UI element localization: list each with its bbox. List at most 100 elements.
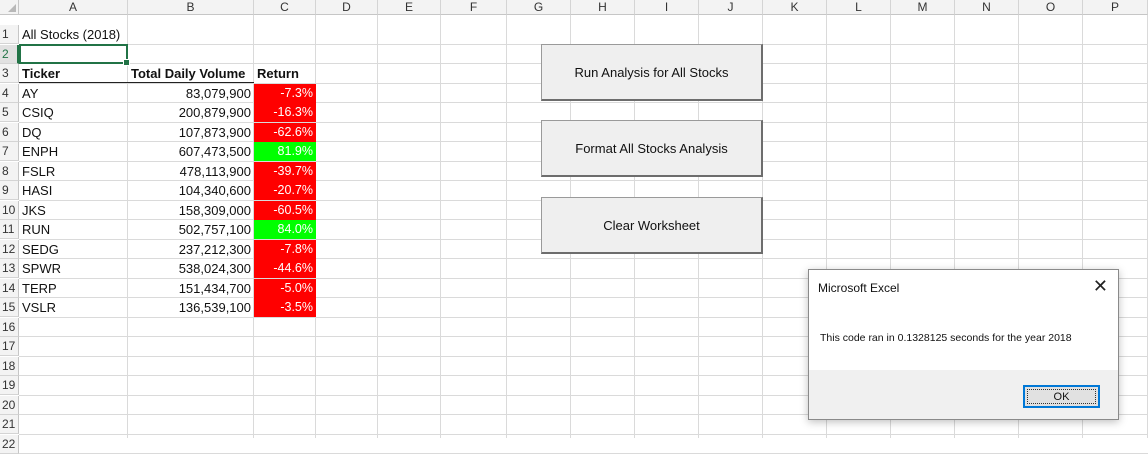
volume-cell[interactable]: 538,024,300 bbox=[178, 261, 251, 276]
close-icon[interactable]: ✕ bbox=[1092, 276, 1108, 296]
volume-cell[interactable]: 607,473,500 bbox=[178, 144, 251, 159]
sheet-title-cell[interactable]: All Stocks (2018) bbox=[22, 27, 121, 42]
row-header-1[interactable]: 1 bbox=[0, 25, 19, 44]
column-header-i[interactable]: I bbox=[635, 0, 699, 15]
header-return[interactable]: Return bbox=[257, 66, 299, 81]
column-header-m[interactable]: M bbox=[891, 0, 955, 15]
ticker-cell[interactable]: RUN bbox=[22, 222, 51, 237]
column-header-g[interactable]: G bbox=[507, 0, 571, 15]
ticker-cell[interactable]: AY bbox=[22, 86, 39, 101]
header-total-daily-volume[interactable]: Total Daily Volume bbox=[131, 66, 246, 81]
column-header-f[interactable]: F bbox=[441, 0, 507, 15]
return-cell[interactable]: -16.3% bbox=[254, 103, 316, 122]
ticker-cell[interactable]: VSLR bbox=[22, 300, 56, 315]
row-header-5[interactable]: 5 bbox=[0, 103, 19, 122]
row-header-3[interactable]: 3 bbox=[0, 64, 19, 83]
volume-cell[interactable]: 237,212,300 bbox=[178, 242, 251, 257]
row-header-9[interactable]: 9 bbox=[0, 181, 19, 200]
grid-row-line bbox=[19, 375, 1148, 376]
ticker-cell[interactable]: TERP bbox=[22, 281, 57, 296]
header-ticker[interactable]: Ticker bbox=[22, 66, 61, 81]
return-cell[interactable]: -60.5% bbox=[254, 201, 316, 220]
row-header-21[interactable]: 21 bbox=[0, 415, 19, 434]
ticker-cell[interactable]: HASI bbox=[22, 183, 53, 198]
volume-cell[interactable]: 83,079,900 bbox=[185, 86, 251, 101]
row-header-12[interactable]: 12 bbox=[0, 240, 19, 259]
row-header-20[interactable]: 20 bbox=[0, 396, 19, 415]
row-header-18[interactable]: 18 bbox=[0, 357, 19, 376]
column-header-h[interactable]: H bbox=[571, 0, 635, 15]
grid-column-line bbox=[890, 15, 891, 438]
row-header-16[interactable]: 16 bbox=[0, 318, 19, 337]
return-cell[interactable]: -44.6% bbox=[254, 259, 316, 278]
select-all-corner[interactable] bbox=[0, 0, 19, 15]
grid-column-line bbox=[1018, 15, 1019, 438]
row-header-14[interactable]: 14 bbox=[0, 279, 19, 298]
row-header-6[interactable]: 6 bbox=[0, 123, 19, 142]
grid-row-line bbox=[19, 317, 1148, 318]
message-dialog: Microsoft Excel ✕ This code ran in 0.132… bbox=[808, 269, 1119, 420]
return-cell[interactable]: -3.5% bbox=[254, 298, 316, 317]
grid-column-line bbox=[253, 15, 254, 438]
return-cell[interactable]: -7.3% bbox=[254, 84, 316, 103]
header-underline bbox=[19, 82, 254, 83]
column-header-k[interactable]: K bbox=[763, 0, 827, 15]
row-header-11[interactable]: 11 bbox=[0, 220, 19, 239]
volume-cell[interactable]: 478,113,900 bbox=[179, 164, 251, 179]
grid-row-line bbox=[19, 414, 1148, 415]
row-header-7[interactable]: 7 bbox=[0, 142, 19, 161]
return-cell[interactable]: -5.0% bbox=[254, 279, 316, 298]
row-header-15[interactable]: 15 bbox=[0, 298, 19, 317]
clear-worksheet-button[interactable]: Clear Worksheet bbox=[541, 197, 763, 254]
volume-cell[interactable]: 107,873,900 bbox=[178, 125, 251, 140]
volume-cell[interactable]: 151,434,700 bbox=[178, 281, 251, 296]
row-header-8[interactable]: 8 bbox=[0, 162, 19, 181]
grid-row-line bbox=[19, 434, 1148, 435]
column-header-b[interactable]: B bbox=[128, 0, 254, 15]
grid-row-line bbox=[19, 258, 1148, 259]
ticker-cell[interactable]: JKS bbox=[22, 203, 46, 218]
return-cell[interactable]: -20.7% bbox=[254, 181, 316, 200]
ticker-cell[interactable]: ENPH bbox=[22, 144, 59, 159]
column-header-o[interactable]: O bbox=[1019, 0, 1083, 15]
dialog-title: Microsoft Excel bbox=[818, 281, 900, 295]
return-cell[interactable]: 81.9% bbox=[254, 142, 316, 161]
return-cell[interactable]: -62.6% bbox=[254, 123, 316, 142]
row-header-17[interactable]: 17 bbox=[0, 337, 19, 356]
ticker-cell[interactable]: SPWR bbox=[22, 261, 61, 276]
column-header-n[interactable]: N bbox=[955, 0, 1019, 15]
volume-cell[interactable]: 104,340,600 bbox=[178, 183, 251, 198]
column-header-a[interactable]: A bbox=[19, 0, 128, 15]
ticker-cell[interactable]: DQ bbox=[22, 125, 42, 140]
row-header-10[interactable]: 10 bbox=[0, 201, 19, 220]
dialog-message: This code ran in 0.1328125 seconds for t… bbox=[820, 332, 1072, 344]
return-cell[interactable]: -39.7% bbox=[254, 162, 316, 181]
return-cell[interactable]: -7.8% bbox=[254, 240, 316, 259]
run-analysis-button[interactable]: Run Analysis for All Stocks bbox=[541, 44, 763, 101]
row-header-19[interactable]: 19 bbox=[0, 376, 19, 395]
grid-column-line bbox=[440, 15, 441, 438]
volume-cell[interactable]: 158,309,000 bbox=[178, 203, 251, 218]
row-header-4[interactable]: 4 bbox=[0, 84, 19, 103]
column-header-j[interactable]: J bbox=[699, 0, 763, 15]
return-cell[interactable]: 84.0% bbox=[254, 220, 316, 239]
volume-cell[interactable]: 200,879,900 bbox=[178, 105, 251, 120]
column-header-p[interactable]: P bbox=[1083, 0, 1148, 15]
row-header-2[interactable]: 2 bbox=[0, 45, 19, 64]
column-header-d[interactable]: D bbox=[316, 0, 378, 15]
column-header-c[interactable]: C bbox=[254, 0, 316, 15]
active-cell-cursor bbox=[19, 44, 130, 66]
ok-button[interactable]: OK bbox=[1023, 385, 1100, 408]
ticker-cell[interactable]: CSIQ bbox=[22, 105, 54, 120]
column-header-l[interactable]: L bbox=[827, 0, 891, 15]
grid-column-line bbox=[127, 15, 128, 438]
row-header-13[interactable]: 13 bbox=[0, 259, 19, 278]
volume-cell[interactable]: 136,539,100 bbox=[178, 300, 251, 315]
column-header-e[interactable]: E bbox=[378, 0, 441, 15]
ticker-cell[interactable]: SEDG bbox=[22, 242, 59, 257]
ticker-cell[interactable]: FSLR bbox=[22, 164, 56, 179]
volume-cell[interactable]: 502,757,100 bbox=[178, 222, 251, 237]
format-analysis-button[interactable]: Format All Stocks Analysis bbox=[541, 120, 763, 177]
dialog-footer: OK bbox=[809, 370, 1118, 419]
